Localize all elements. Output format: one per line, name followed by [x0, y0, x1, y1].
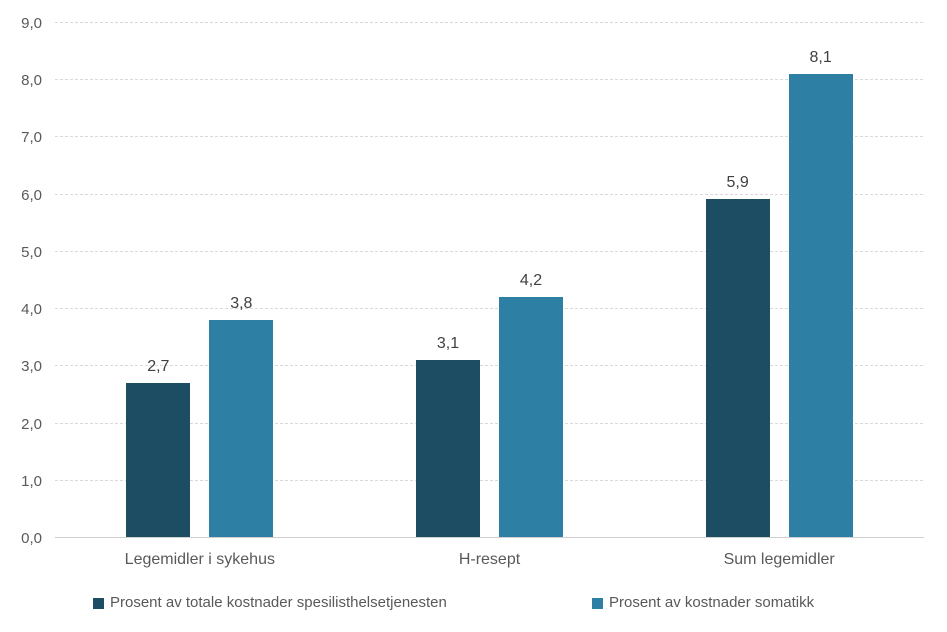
bar-data-label: 8,1 — [809, 48, 832, 66]
x-axis-category-label: H-resept — [458, 551, 521, 568]
bar-series2 — [209, 319, 274, 537]
y-axis-tick-label: 8,0 — [21, 72, 42, 90]
y-gridline — [55, 308, 924, 310]
legend-label-series2: Prosent av kostnader somatikk — [609, 594, 815, 611]
y-gridline — [55, 79, 924, 81]
y-axis-tick-label: 7,0 — [21, 129, 42, 147]
bar-series1 — [416, 359, 480, 537]
bar-data-label: 3,1 — [436, 334, 460, 352]
bar-data-label: 3,8 — [230, 294, 253, 312]
y-axis-tick-label: 9,0 — [21, 15, 42, 32]
bar-series2 — [788, 73, 853, 537]
x-axis-category-label: Legemidler i sykehus — [124, 551, 275, 568]
bar-series2 — [499, 296, 563, 537]
bar-data-label: 2,7 — [147, 357, 170, 375]
bar-data-label: 4,2 — [519, 271, 543, 289]
y-axis-tick-label: 3,0 — [21, 358, 42, 376]
y-gridline — [55, 365, 924, 367]
x-axis-category-label: Sum legemidler — [723, 551, 835, 568]
y-gridline — [55, 422, 924, 424]
bar-series1 — [705, 199, 770, 537]
legend-item-series1: Prosent av totale kostnader spesilisthel… — [93, 592, 447, 614]
legend-marker-series1 — [93, 597, 104, 609]
bar-data-label: 5,9 — [726, 174, 749, 192]
bar-series1 — [126, 382, 191, 537]
legend-item-series2: Prosent av kostnader somatikk — [592, 592, 814, 614]
legend-label-series1: Prosent av totale kostnader spesilisthel… — [110, 594, 447, 611]
y-axis-tick-label: 6,0 — [21, 186, 42, 204]
y-gridline — [55, 250, 924, 252]
y-gridline — [55, 193, 924, 195]
y-axis-tick-label: 0,0 — [21, 530, 42, 547]
x-axis-line — [55, 537, 924, 538]
y-gridline — [55, 479, 924, 481]
y-axis-tick-label: 4,0 — [21, 301, 42, 319]
y-axis-tick-label: 5,0 — [21, 243, 42, 261]
y-axis-tick-label: 2,0 — [21, 415, 42, 433]
y-axis-tick-label: 1,0 — [21, 472, 42, 490]
legend-marker-series2 — [592, 597, 603, 609]
y-gridline — [55, 22, 924, 23]
y-gridline — [55, 136, 924, 138]
